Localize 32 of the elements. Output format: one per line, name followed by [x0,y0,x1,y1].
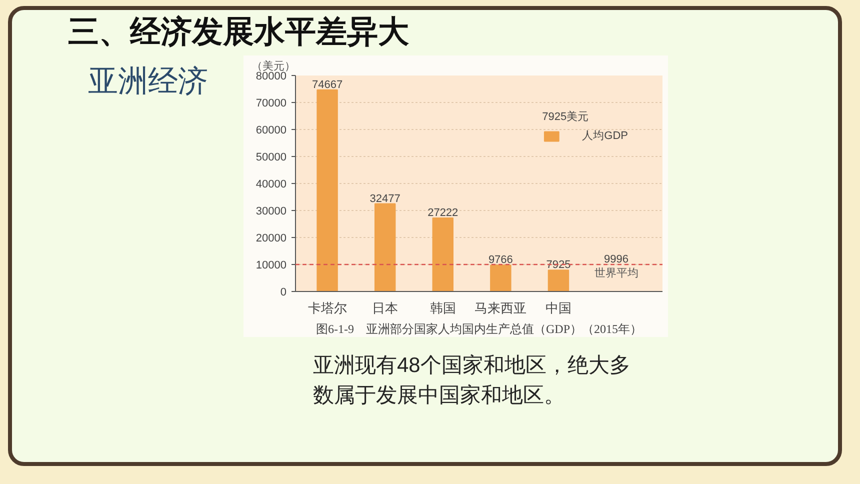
text: 亚洲现有48个国家和地区，绝大多数属于发展中国家和地区。 [313,353,632,409]
bar [490,264,512,292]
y-tick-label: 10000 [256,260,287,272]
x-tick-label: 中国 [545,300,572,316]
y-tick-label: 70000 [256,98,287,110]
x-tick-label: 日本 [372,300,398,316]
y-tick-label: 20000 [256,232,287,244]
chart-subtitle: 亚洲经济 [88,64,208,100]
y-tick-label: 30000 [256,206,287,218]
data-label: 74667 [312,78,343,91]
ref-line-label: 世界平均 [594,266,638,280]
bar [316,89,338,292]
data-label: 9766 [488,254,513,266]
bar [374,203,396,292]
bar [548,270,570,292]
y-axis-title: （美元） [252,60,296,72]
data-label: 32477 [370,192,400,205]
x-tick-label: 韩国 [430,300,456,316]
chart-title: 三、经济发展水平差异大 [68,13,409,51]
y-tick-label: 0 [280,286,287,298]
data-label: 27222 [428,207,458,219]
y-tick-label: 50000 [256,152,287,164]
y-tick-label: 80000 [256,70,287,82]
x-tick-label: 卡塔尔 [308,300,347,316]
legend-title: 7925美元 [542,110,590,124]
annotation: 9996 [604,254,629,266]
y-tick-label: 60000 [256,124,287,136]
bar [432,218,454,292]
y-tick-label: 40000 [256,178,287,190]
legend-label: 人均GDP [582,129,628,143]
x-tick-label: 马来西亚 [474,300,527,316]
caption: 图6-1-9 亚洲部分国家人均国内生产总值（GDP）（2015年） [316,322,642,336]
